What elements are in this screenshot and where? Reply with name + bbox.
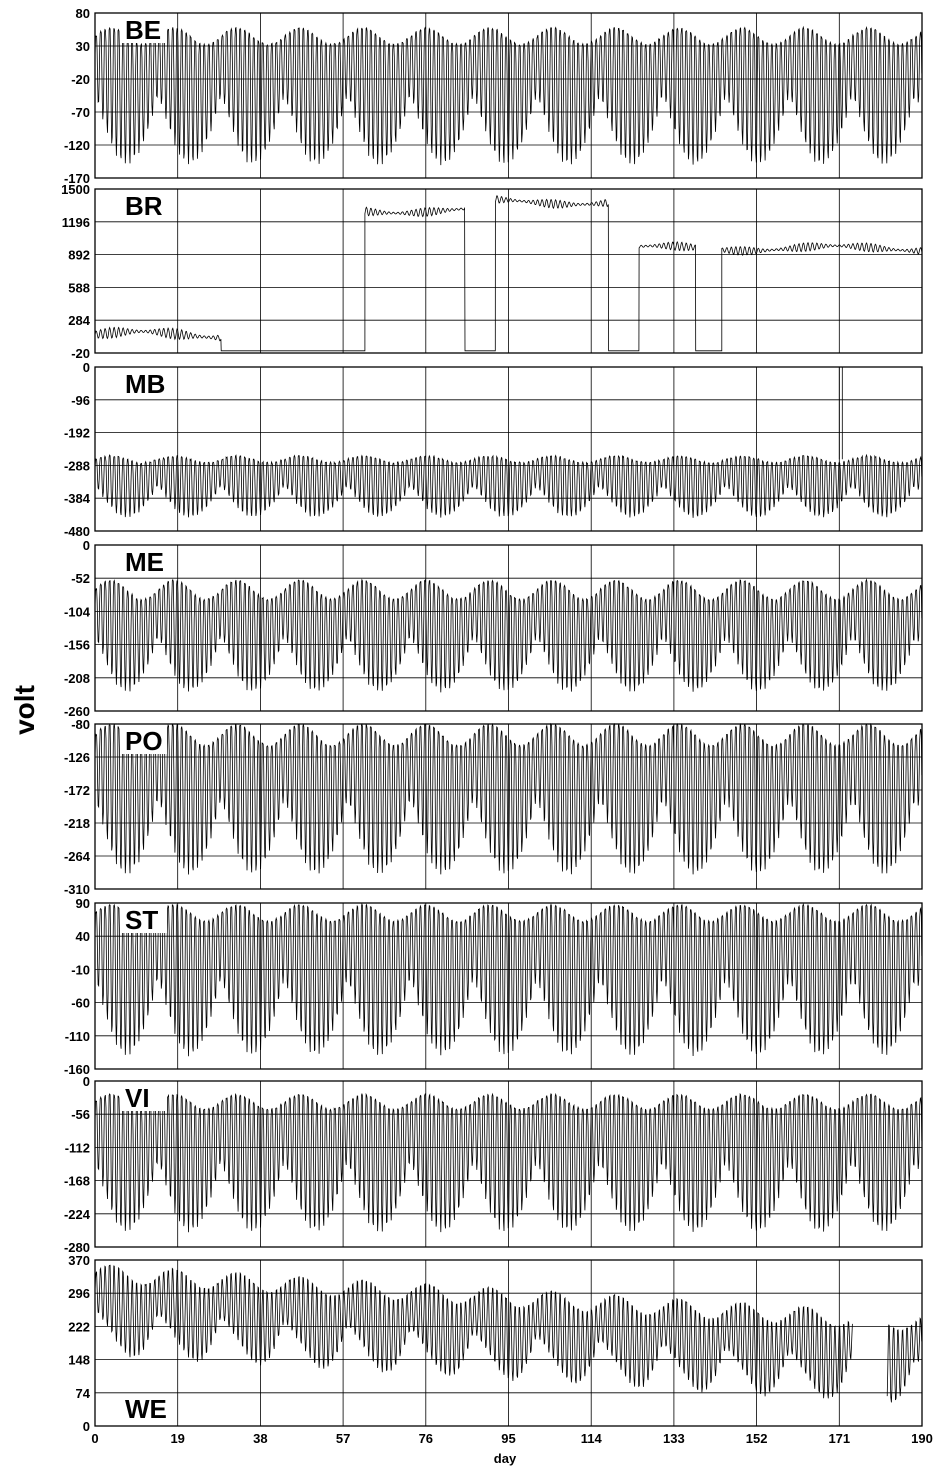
panels-group: 80 30 -20 -70 -120 -170 BE 1500 1196 892 588 284 -20… <box>61 6 933 1446</box>
panel-label: ME <box>125 547 164 577</box>
y-tick-label: -288 <box>64 458 90 473</box>
y-tick-label: -480 <box>64 524 90 539</box>
y-tick-label: 80 <box>76 6 90 21</box>
y-axis-label: volt <box>9 685 40 735</box>
y-tick-label: 148 <box>68 1353 90 1368</box>
y-tick-label: -80 <box>71 717 90 732</box>
y-tick-label: -260 <box>64 704 90 719</box>
panel-label: VI <box>125 1083 150 1113</box>
panel-label: BE <box>125 15 161 45</box>
panel-label-bg <box>121 1396 167 1422</box>
y-tick-label: 0 <box>83 360 90 375</box>
y-tick-label: 0 <box>83 1074 90 1089</box>
y-tick-label: 588 <box>68 280 90 295</box>
panel-label-bg <box>121 193 167 219</box>
y-tick-label: -112 <box>65 1140 90 1155</box>
y-tick-label: 284 <box>68 313 90 328</box>
y-tick-label: 296 <box>68 1286 90 1301</box>
panel-label-bg <box>121 907 167 933</box>
series-line-po <box>94 722 923 875</box>
x-tick-label: 190 <box>911 1431 933 1446</box>
y-tick-label: -20 <box>71 72 90 87</box>
x-tick-label: 0 <box>91 1431 98 1446</box>
y-tick-label: -192 <box>64 426 90 441</box>
y-tick-label: 892 <box>68 248 90 263</box>
x-tick-label: 57 <box>336 1431 350 1446</box>
y-tick-label: 30 <box>76 39 90 54</box>
x-tick-label: 19 <box>170 1431 184 1446</box>
series-line-be <box>94 25 923 166</box>
y-tick-label: 222 <box>68 1319 90 1334</box>
x-tick-label: 76 <box>419 1431 433 1446</box>
x-tick-label: 114 <box>581 1431 603 1446</box>
y-tick-label: -126 <box>64 750 90 765</box>
panel-label: BR <box>125 191 163 221</box>
y-tick-label: -52 <box>71 571 90 586</box>
y-tick-label: -208 <box>64 671 90 686</box>
y-tick-label: -96 <box>71 393 90 408</box>
y-tick-label: 74 <box>76 1386 91 1401</box>
y-tick-label: -224 <box>64 1207 91 1222</box>
y-tick-label: -172 <box>64 783 90 798</box>
series-line-br <box>94 194 923 352</box>
x-axis-label: day <box>494 1451 517 1466</box>
x-tick-label: 152 <box>746 1431 768 1446</box>
y-tick-label: -120 <box>64 138 90 153</box>
panel-po: -80 -126 -172 -218 -264 -310 PO <box>64 717 923 897</box>
panel-vi: 0 -56 -112 -168 -224 -280 VI <box>64 1074 923 1255</box>
panel-we: 370 296 222 148 74 0 WE <box>68 1253 923 1434</box>
panel-label: ST <box>125 905 158 935</box>
y-tick-label: 90 <box>76 896 90 911</box>
panel-br: 1500 1196 892 588 284 -20 BR <box>61 182 923 361</box>
y-tick-label: 0 <box>83 1419 90 1434</box>
y-tick-label: 1500 <box>61 182 90 197</box>
panel-be: 80 30 -20 -70 -120 -170 BE <box>64 6 923 186</box>
panel-me: 0 -52 -104 -156 -208 -260 ME <box>64 538 923 719</box>
series-line-mb <box>94 366 923 518</box>
panel-st: 90 40 -10 -60 -110 -160 ST <box>64 896 923 1077</box>
series-line-me <box>94 578 923 693</box>
x-tick-label: 133 <box>663 1431 685 1446</box>
y-tick-label: -384 <box>64 491 91 506</box>
y-tick-label: 370 <box>68 1253 90 1268</box>
y-tick-label: -104 <box>64 604 91 619</box>
x-tick-label: 171 <box>828 1431 850 1446</box>
y-tick-label: -20 <box>71 346 90 361</box>
y-tick-label: -280 <box>64 1240 90 1255</box>
series-line-st <box>94 902 923 1057</box>
x-tick-label: 95 <box>501 1431 515 1446</box>
y-tick-label: 0 <box>83 538 90 553</box>
panel-mb: 0 -96 -192 -288 -384 -480 MB <box>64 360 923 539</box>
y-tick-label: -60 <box>71 996 90 1011</box>
y-tick-label: 40 <box>76 929 90 944</box>
x-tick-label: 38 <box>253 1431 267 1446</box>
y-tick-label: -168 <box>64 1174 90 1189</box>
panel-label: PO <box>125 726 163 756</box>
y-tick-label: -264 <box>64 849 91 864</box>
panel-label: WE <box>125 1394 167 1424</box>
y-tick-label: -70 <box>71 105 90 120</box>
panel-label-bg <box>121 549 167 575</box>
y-tick-label: -218 <box>64 816 90 831</box>
series-line-vi <box>94 1092 923 1233</box>
y-tick-label: -10 <box>71 962 90 977</box>
panel-label-bg <box>121 371 167 397</box>
y-tick-label: -56 <box>71 1107 90 1122</box>
y-tick-label: -310 <box>64 882 90 897</box>
panel-label-bg <box>121 17 167 43</box>
y-tick-label: -170 <box>64 171 90 186</box>
panel-label-bg <box>121 728 167 754</box>
y-tick-label: -110 <box>65 1029 90 1044</box>
panel-label: MB <box>125 369 165 399</box>
y-tick-label: -160 <box>64 1062 90 1077</box>
series-line-we <box>94 1264 923 1403</box>
y-tick-label: 1196 <box>62 215 90 230</box>
y-tick-label: -156 <box>64 638 90 653</box>
panel-label-bg <box>121 1085 167 1111</box>
